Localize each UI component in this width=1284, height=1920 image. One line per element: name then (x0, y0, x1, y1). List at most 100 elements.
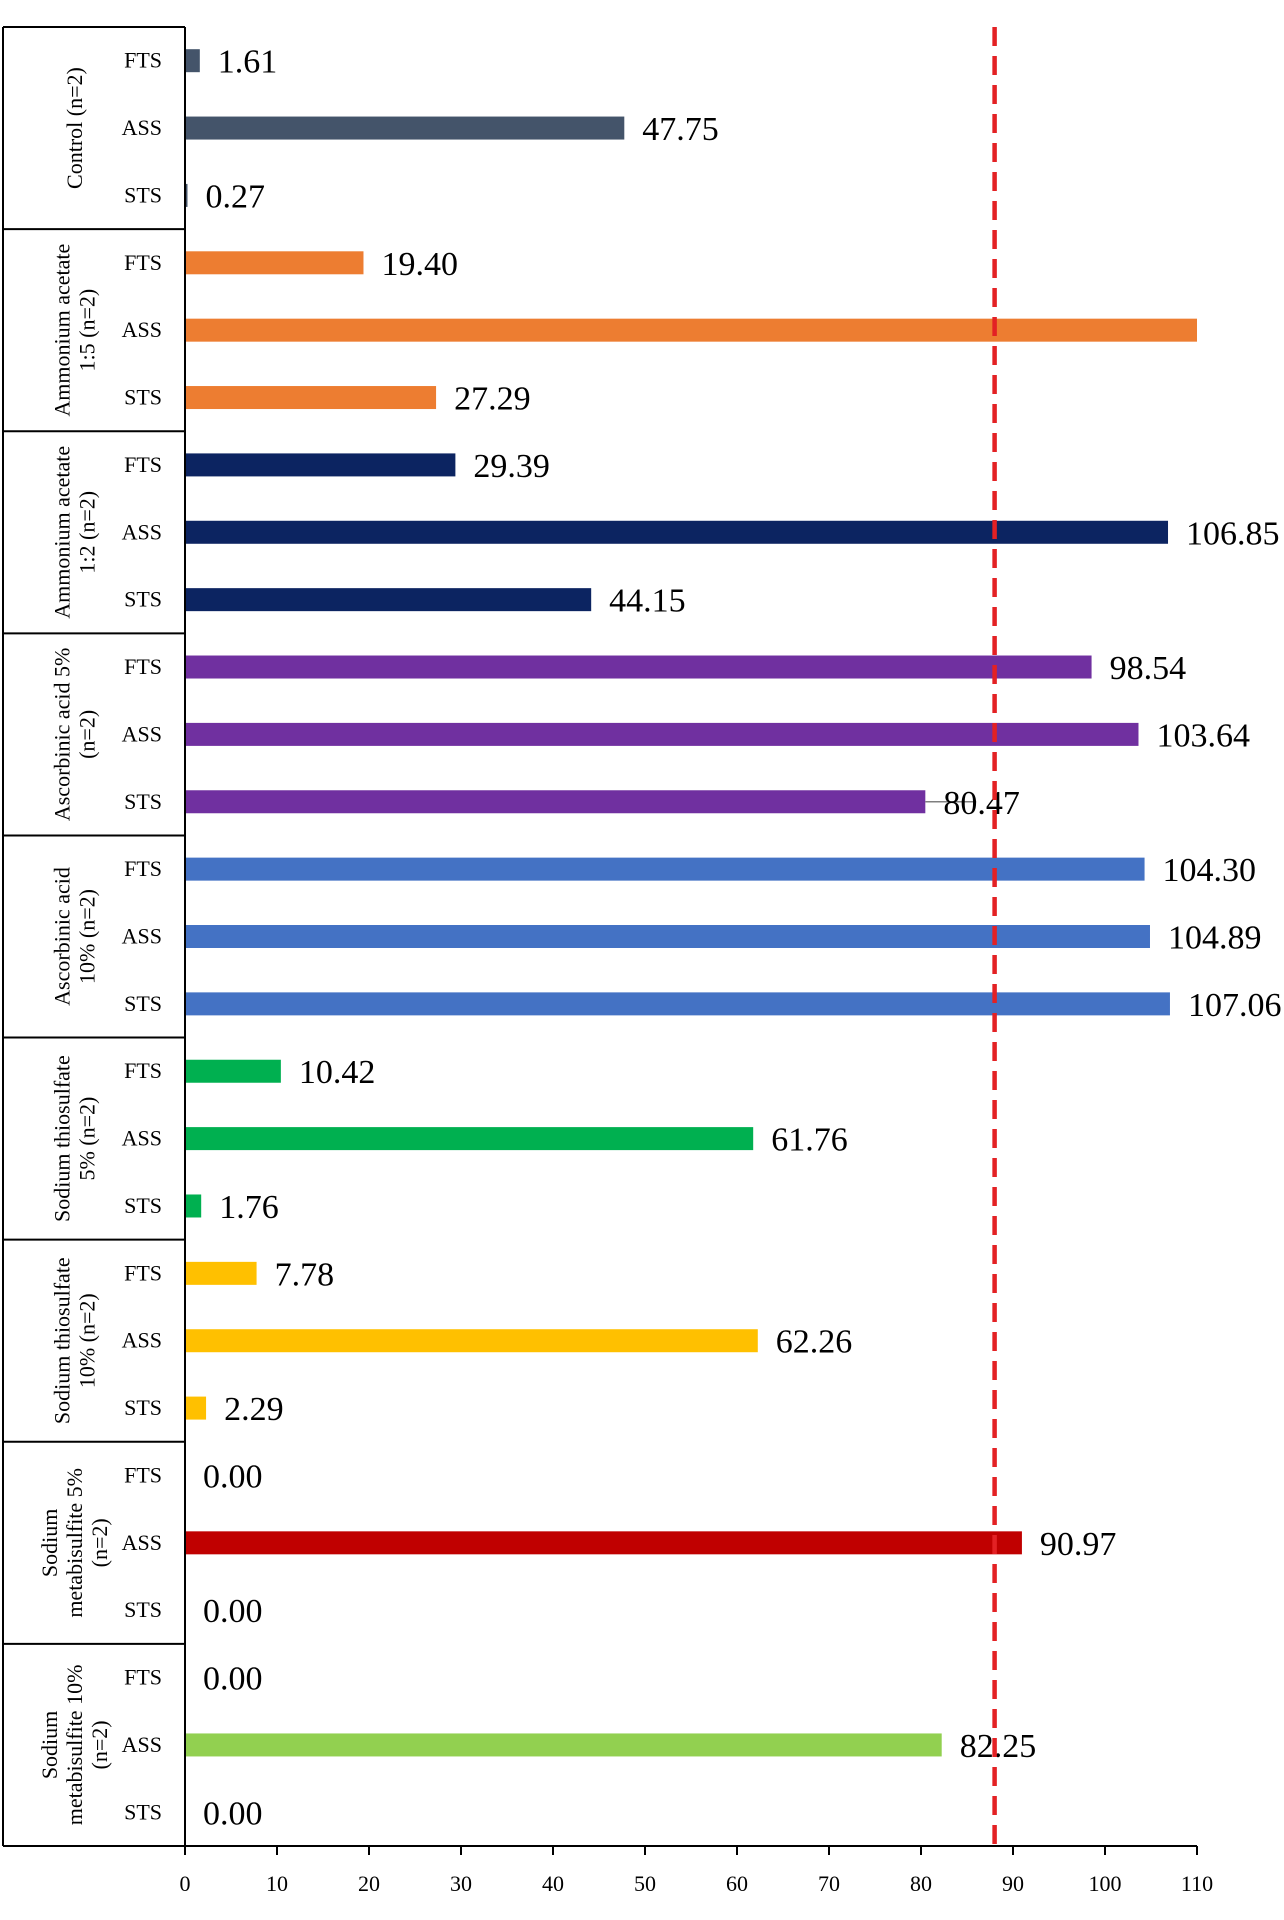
group-label-line: Sodium (37, 1711, 62, 1779)
group-label: Sodiummetabisulfite 5%(n=2) (37, 1468, 112, 1618)
row-label: FTS (124, 1058, 162, 1083)
row-label: ASS (122, 317, 162, 342)
group-label: Ammonium acetate1:5 (n=2) (50, 244, 100, 417)
data-label: 7.78 (275, 1256, 335, 1293)
group-label: Sodiummetabisulfite 10%(n=2) (37, 1665, 112, 1826)
data-label: 62.26 (776, 1324, 853, 1361)
data-label: 61.76 (771, 1122, 848, 1159)
row-label: STS (124, 991, 162, 1016)
data-label: 0.00 (203, 1661, 263, 1698)
group-label-line: 1:2 (n=2) (75, 491, 100, 574)
data-label: 19.40 (381, 246, 458, 283)
group-label-line: Ammonium acetate (50, 244, 75, 417)
data-label: 1.61 (218, 44, 278, 81)
group-label: Ascorbinic acid 5%(n=2) (50, 648, 100, 822)
data-label: 103.64 (1156, 717, 1250, 754)
bar (185, 992, 1170, 1016)
row-label: STS (124, 1193, 162, 1218)
data-label: 90.97 (1040, 1526, 1117, 1563)
x-tick-label: 60 (726, 1871, 748, 1896)
bar (185, 1733, 942, 1757)
data-label: 0.00 (203, 1458, 263, 1495)
row-label: ASS (122, 721, 162, 746)
data-label: 29.39 (473, 448, 550, 485)
row-label: FTS (124, 856, 162, 881)
data-label: 0.00 (203, 1593, 263, 1630)
bar (185, 722, 1139, 746)
x-tick-label: 0 (180, 1871, 191, 1896)
row-label: ASS (122, 115, 162, 140)
group-label: Control (n=2) (62, 67, 87, 189)
row-label: ASS (122, 1126, 162, 1151)
x-tick-label: 10 (266, 1871, 288, 1896)
group-label-line: Ammonium acetate (50, 446, 75, 619)
data-label: 104.89 (1168, 920, 1262, 957)
bar (185, 1261, 257, 1285)
bar (185, 925, 1150, 948)
group-label-line: (n=2) (87, 1720, 112, 1769)
bar (185, 1194, 202, 1218)
bar (185, 386, 437, 410)
row-label: FTS (124, 1462, 162, 1487)
row-label: STS (124, 1395, 162, 1420)
group-label-line: (n=2) (87, 1518, 112, 1567)
row-label: STS (124, 587, 162, 612)
data-label: 2.29 (224, 1391, 284, 1428)
data-label: 44.15 (609, 583, 686, 620)
bar (185, 453, 456, 477)
bar (185, 520, 1169, 544)
bar (185, 1396, 207, 1420)
row-label: STS (124, 385, 162, 410)
bar (185, 1531, 1022, 1555)
row-label: FTS (124, 452, 162, 477)
group-label-line: Sodium (37, 1509, 62, 1577)
data-label: 1.76 (219, 1189, 279, 1226)
bar (185, 1329, 758, 1353)
x-tick-label: 30 (450, 1871, 472, 1896)
bar (185, 655, 1092, 679)
x-tick-label: 50 (634, 1871, 656, 1896)
group-label-line: Sodium thiosulfate (50, 1055, 75, 1222)
bar (185, 857, 1145, 881)
group-label-line: metabisulfite 5% (62, 1468, 87, 1618)
bar (185, 588, 592, 612)
data-label: 98.54 (1110, 650, 1187, 687)
bar (185, 1127, 754, 1151)
bar (185, 251, 364, 275)
row-label: ASS (122, 1328, 162, 1353)
row-label: ASS (122, 1530, 162, 1555)
row-label: STS (124, 182, 162, 207)
row-label: FTS (124, 1665, 162, 1690)
x-tick-label: 80 (910, 1871, 932, 1896)
x-tick-label: 110 (1181, 1871, 1213, 1896)
row-label: ASS (122, 924, 162, 949)
x-tick-label: 40 (542, 1871, 564, 1896)
group-label-line: 10% (n=2) (75, 889, 100, 984)
row-label: ASS (122, 519, 162, 544)
x-tick-label: 90 (1002, 1871, 1024, 1896)
row-label: STS (124, 789, 162, 814)
row-label: FTS (124, 654, 162, 679)
group-label: Ascorbinic acid10% (n=2) (50, 867, 100, 1006)
x-tick-label: 20 (358, 1871, 380, 1896)
row-label: STS (124, 1597, 162, 1622)
group-label-line: Sodium thiosulfate (50, 1257, 75, 1424)
group-label-line: 5% (n=2) (75, 1097, 100, 1181)
group-label-line: metabisulfite 10% (62, 1665, 87, 1826)
row-label: FTS (124, 250, 162, 275)
bar (185, 116, 625, 140)
data-label: 106.85 (1186, 515, 1280, 552)
row-label: FTS (124, 48, 162, 73)
x-tick-label: 70 (818, 1871, 840, 1896)
group-label-line: Ascorbinic acid 5% (50, 648, 75, 822)
group-label: Sodium thiosulfate10% (n=2) (50, 1257, 100, 1424)
bar (185, 1059, 281, 1083)
group-label-line: (n=2) (75, 710, 100, 759)
data-label: 10.42 (299, 1054, 376, 1091)
bar (185, 49, 200, 73)
data-label: 0.00 (203, 1795, 263, 1832)
group-label: Ammonium acetate1:2 (n=2) (50, 446, 100, 619)
data-label: 47.75 (642, 111, 719, 148)
row-label: FTS (124, 1260, 162, 1285)
